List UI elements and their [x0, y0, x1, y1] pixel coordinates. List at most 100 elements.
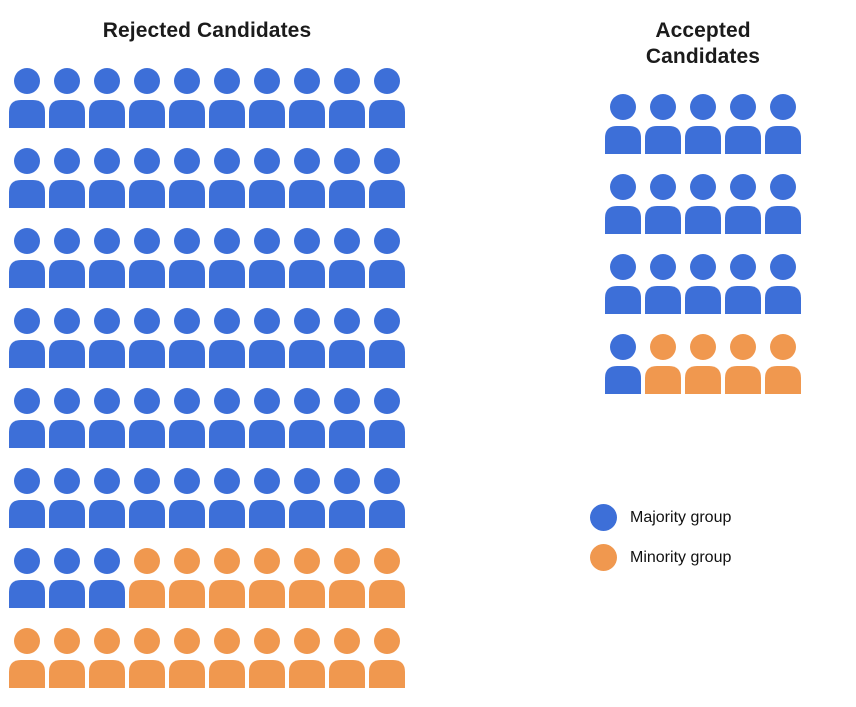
person-icon-majority — [9, 308, 45, 368]
person-icon-majority — [169, 388, 205, 448]
pictogram-row — [604, 174, 802, 234]
person-icon-minority — [129, 628, 165, 688]
person-icon-majority — [169, 148, 205, 208]
person-icon-majority — [289, 148, 325, 208]
person-icon-majority — [765, 174, 801, 234]
person-icon-majority — [169, 308, 205, 368]
person-icon-minority — [249, 548, 285, 608]
person-icon-minority — [9, 628, 45, 688]
person-icon-majority — [329, 68, 365, 128]
person-icon-majority — [9, 468, 45, 528]
pictogram-row — [8, 628, 406, 688]
person-icon-majority — [289, 308, 325, 368]
person-icon-majority — [369, 148, 405, 208]
person-icon-majority — [645, 254, 681, 314]
person-icon-majority — [329, 148, 365, 208]
person-icon-majority — [209, 68, 245, 128]
person-icon-majority — [329, 388, 365, 448]
person-icon-minority — [329, 548, 365, 608]
person-icon-majority — [369, 68, 405, 128]
person-icon-minority — [329, 628, 365, 688]
majority-group-label: Majority group — [630, 508, 732, 526]
person-icon-minority — [289, 628, 325, 688]
person-icon-majority — [49, 228, 85, 288]
person-icon-minority — [765, 334, 801, 394]
person-icon-majority — [89, 68, 125, 128]
person-icon-minority — [209, 548, 245, 608]
rejected-candidates-title: Rejected Candidates — [102, 19, 312, 42]
person-icon-majority — [169, 68, 205, 128]
pictogram-row — [8, 68, 406, 128]
person-icon-majority — [685, 94, 721, 154]
person-icon-majority — [89, 308, 125, 368]
person-icon-majority — [725, 254, 761, 314]
accepted-candidates-panel: Accepted Candidates — [604, 18, 802, 394]
person-icon-majority — [129, 228, 165, 288]
person-icon-majority — [129, 388, 165, 448]
person-icon-minority — [249, 628, 285, 688]
person-icon-majority — [685, 174, 721, 234]
person-icon-majority — [49, 548, 85, 608]
person-icon-majority — [129, 468, 165, 528]
person-icon-majority — [89, 468, 125, 528]
pictogram-row — [8, 308, 406, 368]
person-icon-majority — [645, 174, 681, 234]
rejected-candidates-panel: Rejected Candidates — [8, 18, 406, 688]
person-icon-majority — [249, 148, 285, 208]
person-icon-majority — [765, 94, 801, 154]
person-icon-minority — [169, 628, 205, 688]
pictogram-row — [604, 94, 802, 154]
person-icon-majority — [49, 148, 85, 208]
person-icon-majority — [209, 388, 245, 448]
person-icon-minority — [49, 628, 85, 688]
pictogram-row — [8, 548, 406, 608]
accepted-candidates-grid — [604, 94, 802, 394]
person-icon-majority — [129, 148, 165, 208]
person-icon-majority — [369, 308, 405, 368]
person-icon-majority — [249, 308, 285, 368]
pictogram-row — [8, 148, 406, 208]
person-icon-majority — [209, 308, 245, 368]
person-icon-majority — [329, 468, 365, 528]
person-icon-minority — [685, 334, 721, 394]
person-icon-majority — [605, 174, 641, 234]
pictogram-row — [604, 334, 802, 394]
person-icon-majority — [685, 254, 721, 314]
person-icon-majority — [129, 68, 165, 128]
legend-item-majority: Majority group — [590, 504, 731, 531]
person-icon-majority — [89, 388, 125, 448]
legend: Majority group Minority group — [590, 504, 731, 571]
pictogram-row — [604, 254, 802, 314]
person-icon-majority — [605, 94, 641, 154]
person-icon-majority — [49, 468, 85, 528]
person-icon-majority — [249, 388, 285, 448]
person-icon-majority — [129, 308, 165, 368]
person-icon-majority — [209, 468, 245, 528]
person-icon-minority — [169, 548, 205, 608]
person-icon-majority — [369, 388, 405, 448]
person-icon-majority — [9, 388, 45, 448]
person-icon-majority — [89, 548, 125, 608]
person-icon-majority — [289, 388, 325, 448]
majority-group-swatch-icon — [590, 504, 617, 531]
person-icon-majority — [329, 228, 365, 288]
person-icon-majority — [369, 468, 405, 528]
accepted-candidates-title: Accepted Candidates — [645, 19, 761, 68]
person-icon-majority — [249, 68, 285, 128]
person-icon-majority — [249, 228, 285, 288]
person-icon-majority — [289, 228, 325, 288]
person-icon-majority — [645, 94, 681, 154]
person-icon-majority — [289, 68, 325, 128]
person-icon-minority — [369, 628, 405, 688]
person-icon-majority — [49, 388, 85, 448]
person-icon-majority — [169, 228, 205, 288]
legend-item-minority: Minority group — [590, 544, 731, 571]
pictogram-row — [8, 468, 406, 528]
person-icon-majority — [49, 68, 85, 128]
person-icon-majority — [605, 334, 641, 394]
pictogram-row — [8, 388, 406, 448]
person-icon-minority — [289, 548, 325, 608]
person-icon-minority — [369, 548, 405, 608]
person-icon-majority — [89, 228, 125, 288]
person-icon-majority — [725, 174, 761, 234]
